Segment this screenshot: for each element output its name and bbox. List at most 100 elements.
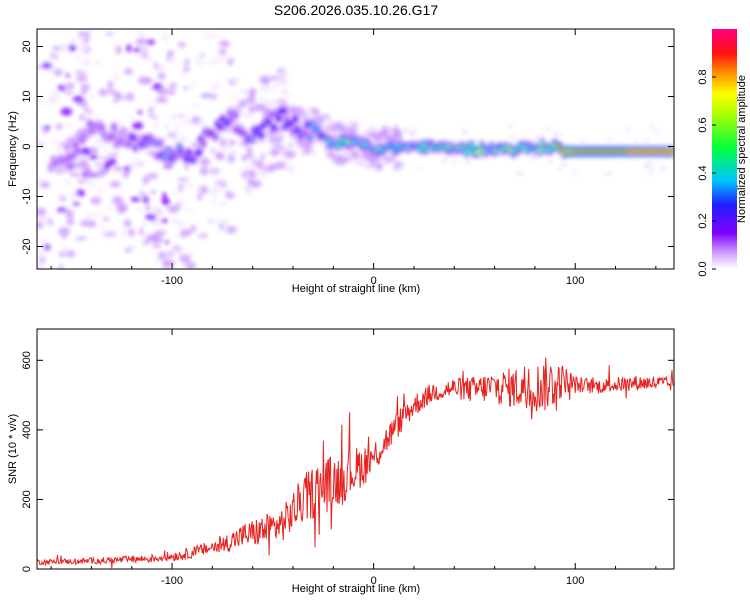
- heatmap-noise-cell: [260, 153, 265, 161]
- heatmap-noise-cell: [95, 7, 106, 11]
- heatmap-ridge-core: [270, 126, 277, 130]
- heatmap-noise-cell: [284, 150, 296, 159]
- heatmap-noise-cell: [37, 101, 44, 106]
- heatmap-x-axis-label: Height of straight line (km): [292, 283, 420, 295]
- heatmap-noise-cell: [53, 68, 63, 76]
- heatmap-noise-cell: [54, 278, 62, 284]
- heatmap-noise-cell: [37, 142, 45, 147]
- heatmap-noise-cell: [139, 192, 147, 197]
- heatmap-ridge-core: [287, 122, 294, 126]
- heatmap-noise-cell: [370, 126, 375, 132]
- heatmap-noise-cell: [66, 217, 74, 226]
- heatmap-noise-cell: [172, 189, 178, 197]
- heatmap-noise-cell: [163, 121, 171, 131]
- heatmap-noise-cell: [163, 164, 174, 169]
- heatmap-noise-cell: [300, 153, 305, 157]
- heatmap-ridge-core: [67, 164, 74, 168]
- heatmap-noise-cell: [214, 2, 226, 10]
- heatmap-noise-cell: [452, 157, 457, 163]
- heatmap-ridge-core: [195, 150, 202, 155]
- heatmap-noise-cell: [79, 220, 92, 227]
- heatmap-noise-cell: [85, 212, 93, 222]
- heatmap-ridge-core: [212, 135, 219, 139]
- heatmap-ridge-core: [275, 116, 282, 120]
- heatmap-ridge-core: [670, 149, 674, 154]
- heatmap-ridge-core: [280, 109, 287, 113]
- heatmap-noise-cell: [166, 56, 171, 62]
- heatmap-noise-cell: [217, 52, 226, 62]
- heatmap-noise-cell: [197, 193, 203, 201]
- heatmap-noise-cell: [41, 62, 53, 70]
- heatmap-noise-cell: [198, 119, 207, 128]
- heatmap-ridge-core: [55, 167, 62, 171]
- heatmap-noise-cell: [644, 139, 649, 144]
- heatmap-noise-cell: [283, 82, 292, 86]
- heatmap-noise-cell: [210, 94, 217, 100]
- heatmap-noise-cell: [195, 56, 201, 60]
- heatmap-noise-cell: [61, 235, 68, 239]
- heatmap-noise-cell: [103, 161, 111, 170]
- heatmap-noise-cell: [245, 189, 255, 196]
- heatmap-noise-cell: [413, 128, 417, 133]
- snr-x-ticks: -100 0 100: [50, 329, 657, 587]
- heatmap-noise-cell: [461, 129, 467, 134]
- heatmap-noise-cell: [139, 32, 149, 36]
- heatmap-noise-cell: [356, 162, 362, 165]
- heatmap-noise-cell: [243, 155, 256, 159]
- heatmap-noise-cell: [123, 219, 131, 228]
- heatmap-noise-cell: [85, 169, 93, 178]
- heatmap-noise-cell: [209, 168, 221, 174]
- heatmap-noise-cell: [153, 62, 159, 70]
- heatmap-noise-cell: [194, 60, 207, 67]
- heatmap-noise-cell: [655, 129, 659, 134]
- heatmap-noise-cell: [72, 95, 84, 103]
- heatmap-noise-cell: [151, 86, 160, 90]
- heatmap-noise-cell: [322, 117, 333, 122]
- heatmap-noise-cell: [68, 191, 78, 198]
- heatmap-noise-cell: [127, 228, 136, 237]
- heatmap-noise-cell: [261, 151, 271, 156]
- heatmap-noise-cell: [144, 56, 155, 62]
- heatmap-noise-cell: [111, 196, 123, 205]
- heatmap-noise-cell: [300, 149, 306, 154]
- heatmap-noise-cell: [210, 84, 219, 91]
- colorbar-label: Normalized spectral amplitude: [736, 75, 748, 223]
- heatmap-noise-cell: [179, 254, 191, 263]
- heatmap-noise-cell: [147, 150, 156, 156]
- heatmap-noise-cell: [63, 90, 74, 95]
- heatmap-noise-cell: [249, 158, 257, 163]
- heatmap-noise-cell: [391, 128, 402, 136]
- heatmap-noise-cell: [145, 203, 151, 213]
- heatmap-noise-cell: [120, 229, 127, 236]
- heatmap-noise-cell: [146, 39, 155, 45]
- heatmap-noise-cell: [168, 83, 178, 89]
- colorbar-tick-label: 0.6: [697, 117, 709, 132]
- heatmap-noise-cell: [173, 249, 183, 257]
- heatmap-noise-cell: [57, 85, 66, 92]
- heatmap-noise-cell: [128, 116, 135, 121]
- heatmap-noise-cell: [408, 131, 416, 136]
- heatmap-noise-cell: [104, 232, 117, 237]
- heatmap-noise-cell: [162, 192, 167, 201]
- heatmap-noise-cell: [329, 121, 334, 126]
- heatmap-noise-cell: [180, 228, 186, 238]
- heatmap-noise-cell: [113, 72, 120, 81]
- heatmap-noise-cell: [97, 186, 105, 195]
- x-tick-label: -100: [161, 275, 183, 287]
- heatmap-ridge-core: [224, 120, 231, 125]
- heatmap-noise-cell: [135, 38, 148, 46]
- heatmap-noise-cell: [185, 261, 196, 269]
- heatmap-noise-cell: [174, 125, 180, 134]
- heatmap-noise-cell: [269, 99, 274, 103]
- heatmap-noise-cell: [399, 162, 406, 167]
- heatmap-ridge-core: [309, 122, 316, 126]
- heatmap-noise-cell: [210, 148, 216, 153]
- heatmap-noise-cell: [224, 0, 232, 6]
- heatmap-noise-cell: [604, 172, 611, 176]
- heatmap-noise-cell: [183, 117, 191, 126]
- figure-title: S206.2026.035.10.26.G17: [274, 2, 438, 18]
- heatmap-noise-cell: [267, 163, 278, 170]
- heatmap-ridge-core: [130, 136, 137, 140]
- heatmap-noise-cell: [107, 80, 114, 90]
